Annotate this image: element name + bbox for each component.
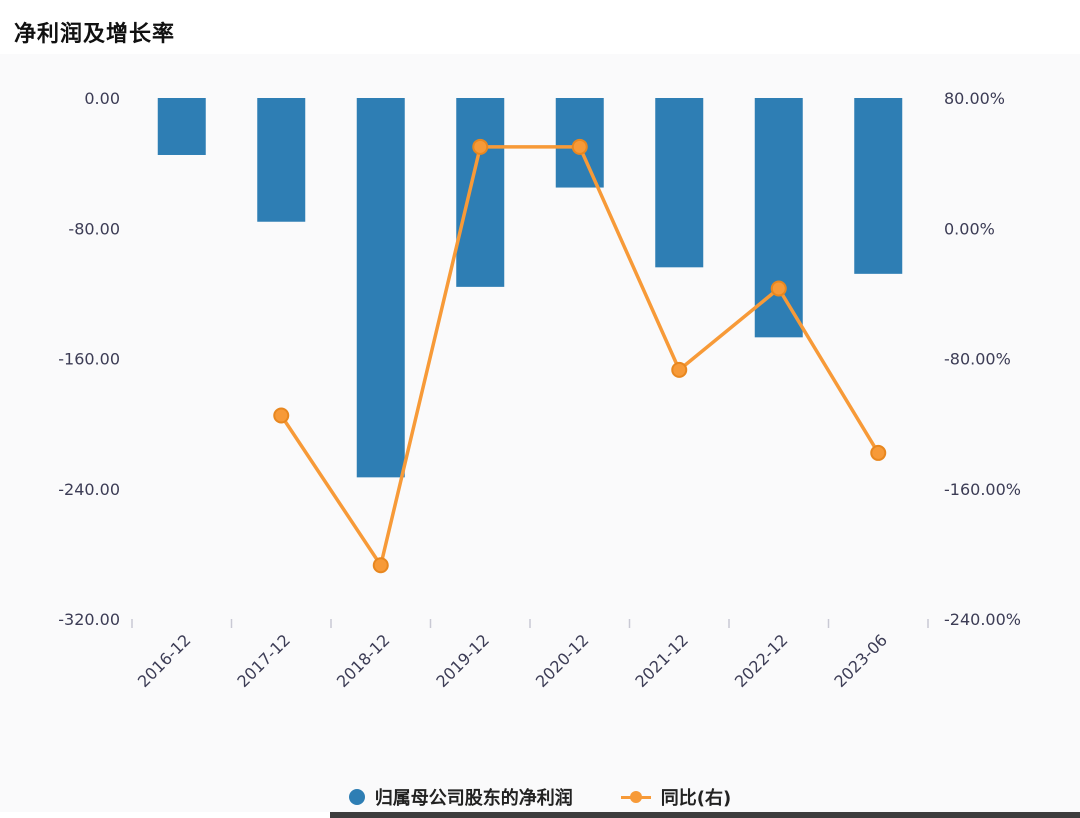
- line-point-2021-12[interactable]: [671, 361, 688, 378]
- bar-2017-12[interactable]: [257, 98, 306, 222]
- chart-area: 0.00 -80.00 -160.00 -240.00 -320.00 80.00% 0.0…: [0, 54, 1080, 812]
- bar-2016-12[interactable]: [157, 98, 206, 155]
- right-axis-label: 80.00%: [944, 89, 1005, 108]
- right-axis-label: 0.00%: [944, 219, 995, 238]
- line-point-2017-12[interactable]: [273, 407, 290, 424]
- left-axis-label: 0.00: [84, 89, 120, 108]
- line-point-2020-12[interactable]: [571, 138, 588, 155]
- left-axis-label: -240.00: [58, 480, 120, 499]
- right-axis-label: -80.00%: [944, 350, 1011, 369]
- line-point-2023-06[interactable]: [870, 444, 887, 461]
- legend-item-net-profit[interactable]: 归属母公司股东的净利润: [348, 784, 573, 810]
- chart-header: 净利润及增长率: [0, 0, 1080, 54]
- left-axis-label: -160.00: [58, 350, 120, 369]
- bar-2018-12[interactable]: [356, 98, 405, 478]
- chart-title: 净利润及增长率: [14, 22, 176, 47]
- bar-2021-12[interactable]: [655, 98, 704, 268]
- left-axis-label: -80.00: [68, 219, 120, 238]
- x-axis-label: 2020-12: [532, 630, 593, 691]
- right-axis-label: -240.00%: [944, 610, 1021, 629]
- bar-series-icon: [348, 789, 365, 805]
- bar-2022-12[interactable]: [754, 98, 803, 338]
- x-axis-label: 2023-06: [830, 630, 891, 691]
- line-series-icon: [620, 791, 651, 803]
- legend: 归属母公司股东的净利润 同比(右): [0, 784, 1080, 810]
- bar-2023-06[interactable]: [854, 98, 903, 274]
- x-axis-label: 2018-12: [333, 630, 394, 691]
- x-axis-label: 2017-12: [233, 630, 294, 691]
- line-point-2018-12[interactable]: [372, 557, 389, 574]
- legend-item-yoy[interactable]: 同比(右): [620, 784, 732, 810]
- line-point-2022-12[interactable]: [770, 280, 787, 297]
- x-axis-label: 2021-12: [631, 630, 692, 691]
- legend-label-net-profit: 归属母公司股东的净利润: [374, 788, 573, 809]
- line-point-2019-12[interactable]: [472, 138, 489, 155]
- x-axis-label: 2019-12: [432, 630, 493, 691]
- bottom-divider: [330, 812, 1080, 818]
- legend-label-yoy: 同比(右): [660, 788, 732, 809]
- bar-2019-12[interactable]: [456, 98, 505, 287]
- right-axis-label: -160.00%: [944, 480, 1021, 499]
- x-axis-label: 2016-12: [134, 630, 195, 691]
- x-axis-label: 2022-12: [731, 630, 792, 691]
- left-axis-label: -320.00: [58, 610, 120, 629]
- combo-chart: 0.00 -80.00 -160.00 -240.00 -320.00 80.00% 0.0…: [58, 89, 1021, 691]
